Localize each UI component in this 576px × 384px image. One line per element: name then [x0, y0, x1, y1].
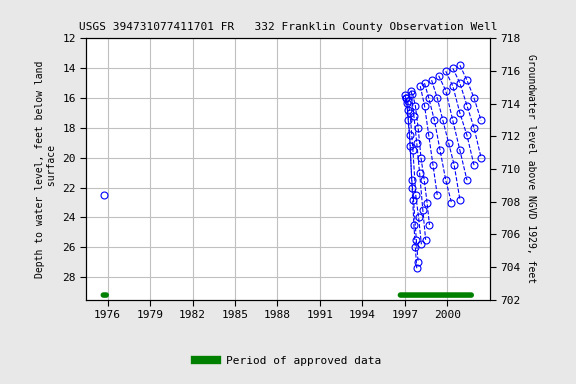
Y-axis label: Depth to water level, feet below land
 surface: Depth to water level, feet below land su…: [35, 60, 57, 278]
Title: USGS 394731077411701 FR   332 Franklin County Observation Well: USGS 394731077411701 FR 332 Franklin Cou…: [79, 22, 497, 32]
Y-axis label: Groundwater level above NGVD 1929, feet: Groundwater level above NGVD 1929, feet: [526, 55, 536, 283]
Legend: Period of approved data: Period of approved data: [191, 352, 385, 371]
